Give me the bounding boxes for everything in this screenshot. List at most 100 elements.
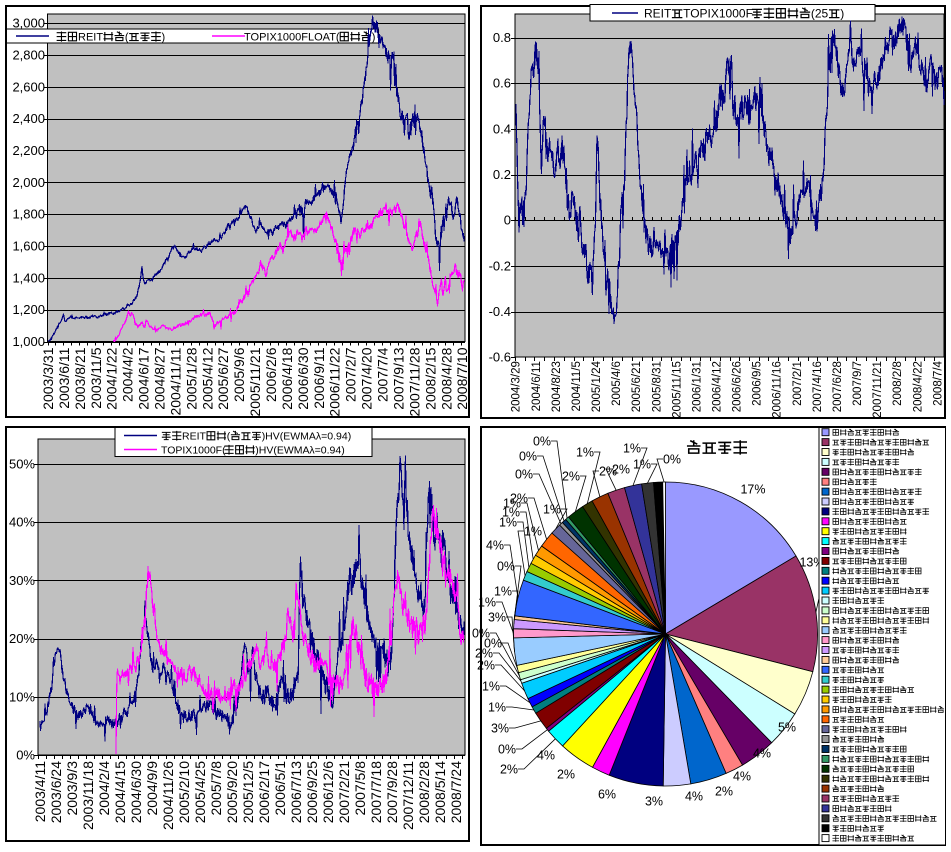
svg-text:2006/1/31: 2006/1/31 <box>691 361 703 412</box>
svg-text:2003/4/11: 2003/4/11 <box>32 761 48 822</box>
svg-text:2004/3/29: 2004/3/29 <box>511 361 523 412</box>
svg-text:1%: 1% <box>494 584 512 598</box>
svg-text:)HV(EWMA: )HV(EWMA <box>262 431 316 443</box>
svg-text:0: 0 <box>504 213 511 228</box>
svg-text:): ) <box>372 32 376 44</box>
svg-text:2006/9/25: 2006/9/25 <box>304 761 320 823</box>
svg-text:2003/8/21: 2003/8/21 <box>72 347 88 409</box>
svg-text:2008/2/8: 2008/2/8 <box>892 361 904 406</box>
svg-text:(: ( <box>227 431 231 443</box>
svg-text:0.8: 0.8 <box>493 30 511 45</box>
svg-text:1,200: 1,200 <box>12 302 45 317</box>
svg-text:2008/7/4: 2008/7/4 <box>932 360 944 405</box>
svg-text:1%: 1% <box>499 515 517 529</box>
svg-text:2006/12/6: 2006/12/6 <box>320 761 336 823</box>
svg-text:50%: 50% <box>9 457 35 472</box>
svg-text:2005/6/21: 2005/6/21 <box>631 361 643 412</box>
svg-text:2006/2/6: 2006/2/6 <box>263 347 279 402</box>
svg-text:2004/9/9: 2004/9/9 <box>144 761 160 816</box>
svg-text:1%: 1% <box>503 496 521 510</box>
svg-text:2007/7/18: 2007/7/18 <box>368 761 384 823</box>
svg-text:2%: 2% <box>557 767 575 781</box>
svg-text:2005/1/24: 2005/1/24 <box>591 361 603 413</box>
svg-text:2005/4/25: 2005/4/25 <box>192 761 208 823</box>
svg-text:2004/1/22: 2004/1/22 <box>104 347 120 409</box>
svg-text:4%: 4% <box>685 789 703 803</box>
svg-text:2,600: 2,600 <box>12 79 45 94</box>
svg-text:2%: 2% <box>562 469 580 483</box>
svg-text:2003/6/24: 2003/6/24 <box>48 761 64 823</box>
svg-text:2004/2/4: 2004/2/4 <box>96 761 112 816</box>
svg-text:2006/11/22: 2006/11/22 <box>327 347 343 416</box>
svg-text:1%: 1% <box>543 502 561 516</box>
svg-text:0%: 0% <box>663 452 681 466</box>
svg-text:2,000: 2,000 <box>12 175 45 190</box>
svg-text:6%: 6% <box>598 787 616 801</box>
svg-text:(: ( <box>125 32 129 44</box>
svg-text:2006/11/16: 2006/11/16 <box>772 361 784 418</box>
svg-text:1,000: 1,000 <box>12 334 45 349</box>
svg-text:2%: 2% <box>599 464 617 478</box>
svg-text:2003/9/3: 2003/9/3 <box>64 761 80 816</box>
svg-text:1,800: 1,800 <box>12 207 45 222</box>
svg-text:-0.2: -0.2 <box>489 258 511 273</box>
svg-text:REIT: REIT <box>644 7 672 21</box>
svg-text:1%: 1% <box>502 505 520 519</box>
svg-text:2004/4/15: 2004/4/15 <box>112 761 128 823</box>
svg-text:5%: 5% <box>778 720 796 734</box>
svg-text:0%: 0% <box>484 636 502 650</box>
svg-text:10%: 10% <box>9 689 35 704</box>
svg-text:2004/11/5: 2004/11/5 <box>571 361 583 411</box>
svg-text:0.6: 0.6 <box>493 76 511 91</box>
svg-text:2008/2/15: 2008/2/15 <box>422 347 438 409</box>
svg-text:2007/12/11: 2007/12/11 <box>400 761 416 830</box>
svg-text:2008/2/28: 2008/2/28 <box>416 761 432 823</box>
svg-text:2007/4/20: 2007/4/20 <box>359 347 375 409</box>
svg-text:2004/6/30: 2004/6/30 <box>128 761 144 823</box>
svg-text:2004/6/17: 2004/6/17 <box>136 347 152 409</box>
svg-text:λ=0.94): λ=0.94) <box>316 431 351 443</box>
svg-text:0%: 0% <box>515 467 533 481</box>
svg-text:2006/6/26: 2006/6/26 <box>732 361 744 412</box>
svg-text:2005/9/20: 2005/9/20 <box>224 761 240 823</box>
svg-text:REIT: REIT <box>78 32 103 44</box>
svg-text:2005/4/6: 2005/4/6 <box>611 361 623 406</box>
svg-text:2008/4/28: 2008/4/28 <box>438 347 454 409</box>
svg-text:2003/3/31: 2003/3/31 <box>40 347 56 409</box>
svg-text:3,000: 3,000 <box>12 16 45 31</box>
svg-text:13%: 13% <box>799 555 824 569</box>
svg-text:2008/7/24: 2008/7/24 <box>448 761 464 823</box>
svg-text:2,200: 2,200 <box>12 143 45 158</box>
svg-text:1,400: 1,400 <box>12 270 45 285</box>
svg-text:2006/9/5: 2006/9/5 <box>752 361 764 406</box>
svg-text:1%: 1% <box>488 700 506 714</box>
svg-text:2007/9/13: 2007/9/13 <box>390 347 406 409</box>
svg-text:2005/1/28: 2005/1/28 <box>183 347 199 409</box>
svg-text:4%: 4% <box>753 746 771 760</box>
svg-text:0%: 0% <box>519 449 537 463</box>
svg-text:2004/8/23: 2004/8/23 <box>551 361 563 412</box>
svg-text:2005/8/31: 2005/8/31 <box>651 361 663 412</box>
svg-text:TOPIX1000FLOAT(: TOPIX1000FLOAT( <box>244 32 340 44</box>
svg-text:2006/2/17: 2006/2/17 <box>256 761 272 823</box>
svg-text:2006/9/11: 2006/9/11 <box>311 347 327 408</box>
svg-text:1%: 1% <box>482 679 500 693</box>
svg-text:2007/4/16: 2007/4/16 <box>812 361 824 412</box>
svg-text:2008/4/22: 2008/4/22 <box>912 361 924 412</box>
svg-text:2007/9/7: 2007/9/7 <box>852 361 864 406</box>
svg-text:2008/5/14: 2008/5/14 <box>432 761 448 823</box>
svg-text:2007/2/7: 2007/2/7 <box>343 347 359 402</box>
svg-text:2007/2/21: 2007/2/21 <box>336 761 352 823</box>
svg-text:2007/11/21: 2007/11/21 <box>872 361 884 418</box>
svg-text:2007/11/28: 2007/11/28 <box>406 347 422 416</box>
svg-text:2007/5/8: 2007/5/8 <box>352 761 368 816</box>
svg-text:REIT: REIT <box>182 431 207 443</box>
svg-text:2006/7/13: 2006/7/13 <box>288 761 304 823</box>
svg-text:2005/9/6: 2005/9/6 <box>231 347 247 402</box>
svg-text:2006/4/18: 2006/4/18 <box>279 347 295 409</box>
svg-text:2005/11/21: 2005/11/21 <box>247 347 263 416</box>
svg-text:λ=0.94): λ=0.94) <box>309 445 344 457</box>
svg-text:0%: 0% <box>472 626 490 640</box>
svg-text:2004/4/2: 2004/4/2 <box>120 347 136 402</box>
svg-text:3%: 3% <box>491 721 509 735</box>
